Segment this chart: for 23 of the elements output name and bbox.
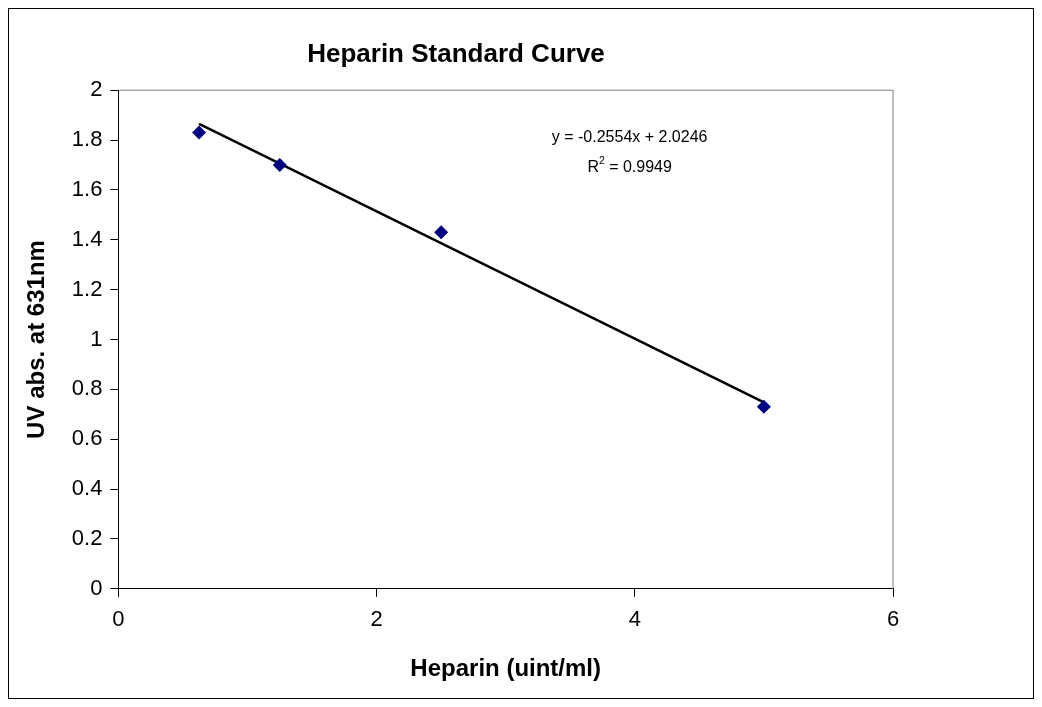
y-tick-label: 0.8: [71, 375, 103, 401]
x-tick-label: 4: [628, 606, 641, 632]
chart-title: Heparin Standard Curve: [307, 37, 605, 68]
point: [434, 225, 449, 240]
y-tick-label: 1.6: [71, 175, 103, 201]
point: [272, 157, 287, 172]
point: [756, 399, 771, 414]
x-tick-label: 6: [886, 606, 900, 632]
y-tick-label: 0.4: [71, 475, 103, 501]
y-tick-label: 1.4: [71, 225, 103, 251]
y-tick-label: 0: [90, 574, 103, 600]
y-tick-label: 1.2: [71, 275, 103, 301]
x-tick-label: 0: [112, 606, 125, 632]
y-tick-label: 1.8: [71, 126, 103, 152]
y-tick-label: 2: [90, 76, 103, 102]
y-tick-label: 0.2: [71, 525, 103, 550]
point: [192, 125, 207, 140]
y-axis-title: UV abs. at 631nm: [22, 240, 50, 439]
y-tick-label: 0.6: [71, 425, 103, 451]
y-tick-label: 1: [90, 325, 103, 351]
annotation: y = -0.2554x + 2.0246: [551, 127, 708, 145]
x-axis-title: Heparin (uint/ml): [410, 654, 602, 682]
x-tick-label: 2: [370, 606, 383, 632]
